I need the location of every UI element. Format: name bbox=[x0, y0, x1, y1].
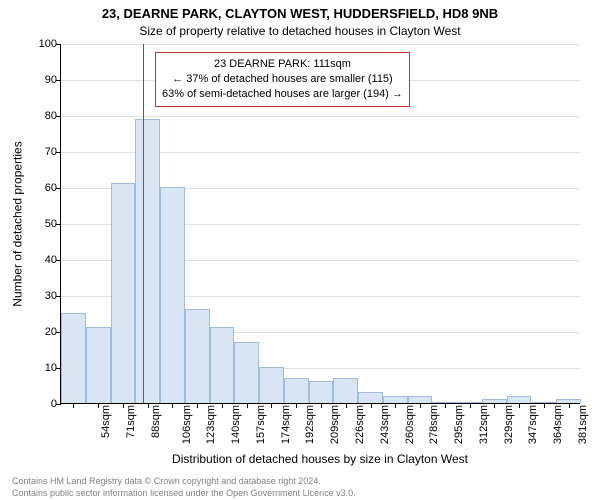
footer-line-2: Contains public sector information licen… bbox=[12, 488, 356, 498]
histogram-bar bbox=[61, 313, 86, 403]
x-tick-label: 140sqm bbox=[230, 405, 242, 444]
x-tick-label: 54sqm bbox=[100, 405, 112, 438]
x-tick-mark bbox=[247, 403, 248, 408]
x-tick-mark bbox=[172, 403, 173, 408]
histogram-bar bbox=[358, 392, 383, 403]
grid-line bbox=[61, 116, 580, 117]
y-tick-label: 80 bbox=[45, 110, 61, 122]
x-tick-label: 123sqm bbox=[206, 405, 218, 444]
chart-title-line1: 23, DEARNE PARK, CLAYTON WEST, HUDDERSFI… bbox=[0, 6, 600, 21]
x-tick-mark bbox=[321, 403, 322, 408]
x-tick-mark bbox=[123, 403, 124, 408]
x-tick-label: 174sqm bbox=[280, 405, 292, 444]
x-tick-label: 226sqm bbox=[354, 405, 366, 444]
y-tick-label: 20 bbox=[45, 326, 61, 338]
x-tick-label: 192sqm bbox=[305, 405, 317, 444]
x-tick-mark bbox=[569, 403, 570, 408]
x-tick-mark bbox=[271, 403, 272, 408]
x-tick-mark bbox=[395, 403, 396, 408]
x-tick-mark bbox=[197, 403, 198, 408]
y-axis-label: Number of detached properties bbox=[10, 44, 26, 404]
y-tick-label: 100 bbox=[39, 38, 61, 50]
histogram-bar bbox=[333, 378, 358, 403]
histogram-bar bbox=[111, 183, 136, 403]
chart-title-line2: Size of property relative to detached ho… bbox=[0, 24, 600, 38]
y-tick-label: 70 bbox=[45, 146, 61, 158]
x-tick-label: 312sqm bbox=[478, 405, 490, 444]
plot-area: 010203040506070809010054sqm71sqm88sqm106… bbox=[60, 44, 580, 404]
histogram-bar bbox=[86, 327, 111, 403]
x-tick-label: 88sqm bbox=[150, 405, 162, 438]
annotation-line-2: ← 37% of detached houses are smaller (11… bbox=[162, 72, 403, 87]
x-tick-mark bbox=[494, 403, 495, 408]
histogram-bar bbox=[259, 367, 284, 403]
annotation-box: 23 DEARNE PARK: 111sqm ← 37% of detached… bbox=[155, 52, 410, 107]
histogram-bar bbox=[383, 396, 408, 403]
histogram-bar bbox=[234, 342, 259, 403]
x-tick-mark bbox=[544, 403, 545, 408]
y-tick-label: 90 bbox=[45, 74, 61, 86]
histogram-bar bbox=[507, 396, 532, 403]
histogram-bar bbox=[135, 119, 160, 403]
x-tick-mark bbox=[346, 403, 347, 408]
y-tick-label: 30 bbox=[45, 290, 61, 302]
histogram-bar bbox=[160, 187, 185, 403]
y-tick-label: 40 bbox=[45, 254, 61, 266]
y-tick-label: 50 bbox=[45, 218, 61, 230]
histogram-bar bbox=[210, 327, 235, 403]
x-tick-label: 381sqm bbox=[577, 405, 589, 444]
histogram-bar bbox=[284, 378, 309, 403]
x-tick-label: 347sqm bbox=[527, 405, 539, 444]
x-tick-label: 260sqm bbox=[404, 405, 416, 444]
x-tick-label: 157sqm bbox=[255, 405, 267, 444]
x-tick-mark bbox=[98, 403, 99, 408]
y-tick-label: 60 bbox=[45, 182, 61, 194]
x-tick-label: 106sqm bbox=[181, 405, 193, 444]
x-tick-label: 243sqm bbox=[379, 405, 391, 444]
histogram-bar bbox=[185, 309, 210, 403]
y-tick-label: 0 bbox=[51, 398, 61, 410]
x-tick-mark bbox=[445, 403, 446, 408]
x-tick-mark bbox=[222, 403, 223, 408]
x-tick-mark bbox=[519, 403, 520, 408]
x-tick-mark bbox=[470, 403, 471, 408]
chart-container: 23, DEARNE PARK, CLAYTON WEST, HUDDERSFI… bbox=[0, 0, 600, 500]
annotation-line-3: 63% of semi-detached houses are larger (… bbox=[162, 87, 403, 102]
x-tick-label: 209sqm bbox=[329, 405, 341, 444]
histogram-bar bbox=[408, 396, 433, 403]
histogram-bar bbox=[309, 381, 334, 403]
x-tick-mark bbox=[148, 403, 149, 408]
x-tick-label: 278sqm bbox=[428, 405, 440, 444]
reference-line bbox=[143, 44, 144, 403]
annotation-line-1: 23 DEARNE PARK: 111sqm bbox=[162, 57, 403, 72]
grid-line bbox=[61, 44, 580, 45]
x-tick-label: 329sqm bbox=[503, 405, 515, 444]
x-tick-mark bbox=[420, 403, 421, 408]
x-tick-mark bbox=[371, 403, 372, 408]
x-tick-label: 71sqm bbox=[125, 405, 137, 438]
y-tick-label: 10 bbox=[45, 362, 61, 374]
x-tick-mark bbox=[296, 403, 297, 408]
x-tick-label: 364sqm bbox=[552, 405, 564, 444]
x-axis-label: Distribution of detached houses by size … bbox=[60, 452, 580, 466]
x-tick-mark bbox=[73, 403, 74, 408]
x-tick-label: 295sqm bbox=[453, 405, 465, 444]
footer-line-1: Contains HM Land Registry data © Crown c… bbox=[12, 476, 321, 486]
